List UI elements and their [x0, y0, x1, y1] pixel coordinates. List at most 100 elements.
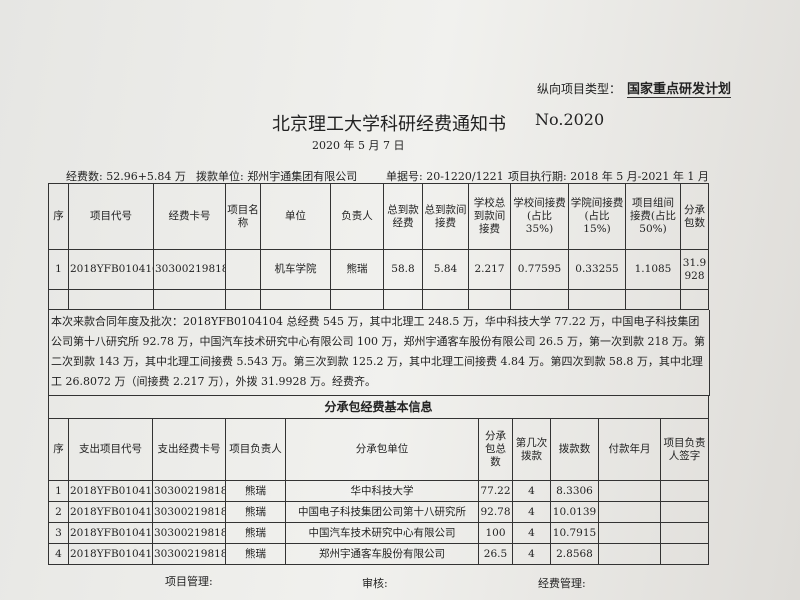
table-cell: 4	[512, 501, 551, 523]
table-cell: 付款年月	[598, 418, 661, 481]
type-value: 国家重点研发计划	[627, 78, 732, 98]
table-cell: 华中科技大学	[285, 480, 479, 502]
table-cell: 项目名称	[225, 183, 261, 250]
table-cell: 熊瑞	[225, 522, 286, 544]
table-cell	[260, 289, 331, 310]
table-cell: 熊瑞	[225, 501, 286, 523]
table-row: 序支出项目代号 支出经费卡号 项目负责人 分承包单位 分承包总数 第几次拨款 拨款数 付款年月…	[48, 418, 710, 481]
table-cell: 2018YFB0104104	[68, 522, 153, 544]
table-cell: 58.8	[383, 249, 423, 290]
table-cell: 支出项目代号	[68, 418, 153, 481]
table-cell: 2018YFB0104104	[68, 501, 153, 523]
table-cell: 3030021981814	[152, 522, 226, 544]
table-row: 分承包经费基本信息	[47, 395, 710, 419]
table-cell: 2018YFB0104104	[68, 249, 154, 290]
table-cell: 2018YFB0104104	[68, 480, 153, 502]
table-cell: 熊瑞	[225, 480, 286, 502]
table-cell	[659, 543, 710, 565]
table-row: 12018YFB01041043030021981814熊瑞华中科技大学77.2…	[48, 480, 710, 502]
table-cell: 4	[512, 543, 551, 565]
table-cell: 1	[48, 249, 69, 290]
table-cell	[422, 289, 469, 310]
footer: 审核:	[362, 577, 388, 590]
info: 项目执行期: 2018 年 5 月-2021 年 1 月	[508, 170, 709, 183]
table-row: 序项目代号 经费卡号 项目名称 单位 负责人 总到款经费 总到款间接费 学校总到款间接费 学校间…	[48, 183, 709, 250]
table-cell	[598, 480, 661, 502]
date: 2020 年 5 月 7 日	[312, 139, 405, 152]
table-cell: 4	[48, 543, 69, 565]
table-cell: 3030021981814	[153, 249, 226, 290]
table-cell: 3030021981814	[152, 480, 226, 502]
table-cell	[68, 289, 154, 310]
table-cell: 学院间接费(占比 15%)	[568, 183, 626, 250]
table-cell	[383, 289, 423, 310]
table-cell: 序	[48, 183, 69, 250]
table-row	[48, 289, 709, 310]
table-cell: 4	[512, 480, 551, 502]
table-cell	[659, 480, 710, 502]
table-cell: 项目代号	[68, 183, 154, 250]
title: 北京理工大学科研经费通知书	[272, 114, 506, 135]
table-cell	[659, 501, 710, 523]
table-cell	[330, 289, 384, 310]
table-cell: 0.33255	[568, 249, 626, 290]
table-row: 32018YFB01041043030021981814熊瑞中国汽车技术研究中心…	[48, 522, 710, 544]
table-cell: 77.22	[478, 480, 513, 502]
table-cell: 熊瑞	[330, 249, 384, 290]
table-cell: 4	[512, 522, 551, 544]
table-cell: 中国电子科技集团公司第十八研究所	[285, 501, 479, 523]
table-cell	[225, 289, 261, 310]
table-cell: 熊瑞	[225, 543, 286, 565]
table-cell: 分承包数	[680, 183, 709, 250]
table-row: 22018YFB01041043030021981814熊瑞中国电子科技集团公司…	[48, 501, 710, 523]
table-cell	[598, 522, 661, 544]
info: 经费数: 52.96+5.84 万	[66, 170, 186, 183]
table-cell: 总到款经费	[383, 183, 423, 250]
table-cell: 8.3306	[550, 480, 599, 502]
table-cell	[680, 289, 709, 310]
table-cell: 2.217	[468, 249, 511, 290]
table-cell: 总到款间接费	[422, 183, 469, 250]
table-cell	[598, 501, 661, 523]
table-cell: 学校间接费(占比 35%)	[510, 183, 569, 250]
info: 单据号: 20-1220/1221	[386, 170, 504, 183]
table-cell: 分承包总数	[478, 418, 513, 481]
table-cell: 第几次拨款	[512, 418, 551, 481]
table-cell	[598, 543, 661, 565]
table-cell: 3	[48, 522, 69, 544]
doc-number: No.2020	[535, 110, 605, 129]
table-cell: 负责人	[330, 183, 384, 250]
sub-table: 分承包经费基本信息 序支出项目代号 支出经费卡号 项目负责人 分承包单位 分承包总数 第几…	[47, 395, 710, 565]
table-cell	[48, 289, 69, 310]
table-cell: 2018YFB0104104	[68, 543, 153, 565]
table-cell: 92.78	[478, 501, 513, 523]
table-cell: 3030021981814	[152, 543, 226, 565]
table-cell: 经费卡号	[153, 183, 226, 250]
table-cell	[153, 289, 226, 310]
table-cell: 2	[48, 501, 69, 523]
table-cell: 10.0139	[550, 501, 599, 523]
table-cell: 郑州宇通客车股份有限公司	[285, 543, 479, 565]
table-cell: 0.77595	[510, 249, 569, 290]
table-cell: 10.7915	[550, 522, 599, 544]
table-cell: 单位	[260, 183, 331, 250]
type-label: 纵向项目类型：	[537, 82, 622, 96]
table-cell: 拨款数	[550, 418, 599, 481]
table-cell: 序	[48, 418, 69, 481]
footer: 经费管理:	[538, 577, 586, 590]
table-cell	[225, 249, 261, 290]
table-cell: 3030021981814	[152, 501, 226, 523]
table-cell: 5.84	[422, 249, 469, 290]
table-cell: 2.8568	[550, 543, 599, 565]
table-row: 42018YFB01041043030021981814熊瑞郑州宇通客车股份有限…	[48, 543, 710, 565]
table-cell	[659, 522, 710, 544]
table-cell: 100	[478, 522, 513, 544]
table-cell: 1.1085	[625, 249, 681, 290]
table-cell	[510, 289, 569, 310]
main-table: 序项目代号 经费卡号 项目名称 单位 负责人 总到款经费 总到款间接费 学校总到款间接费 学校间…	[48, 183, 709, 310]
table-cell: 机车学院	[260, 249, 331, 290]
table-cell: 26.5	[478, 543, 513, 565]
table-cell: 分承包经费基本信息	[47, 395, 710, 419]
note: 本次来款合同年度及批次：2018YFB0104104 总经费 545 万，其中北…	[48, 310, 710, 396]
